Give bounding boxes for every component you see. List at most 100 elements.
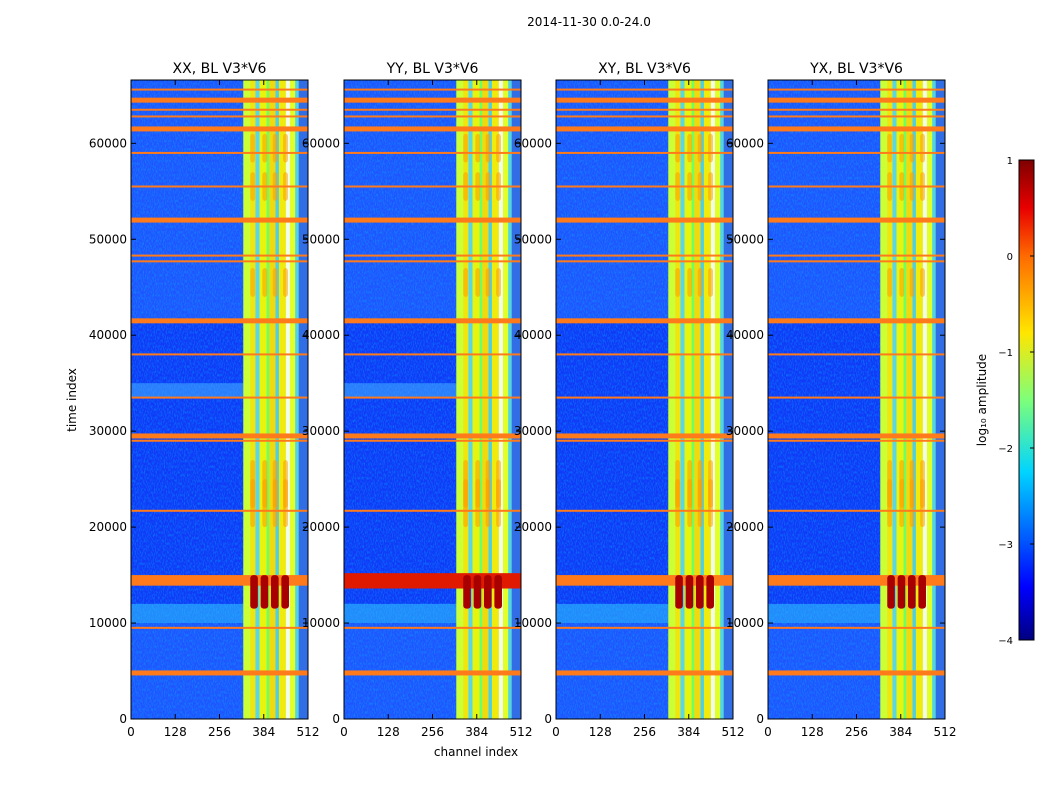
amplitude-blob [283, 133, 288, 163]
rfi-time-band [131, 217, 308, 223]
rfi-time-band [768, 97, 945, 103]
amplitude-blob [283, 479, 288, 508]
rfi-time-band [768, 353, 945, 356]
channel-stripe [250, 80, 256, 719]
panels-group: XX, BL V3*V6 0 128 256 384 512 0 10000 20000 3000… [89, 61, 957, 739]
rfi-time-band [131, 260, 308, 263]
y-tick-label: 30000 [89, 424, 127, 438]
panel-title: XY, BL V3*V6 [598, 61, 691, 77]
channel-stripe [463, 80, 469, 719]
amplitude-blob [697, 133, 703, 163]
channel-stripe [703, 80, 711, 719]
rfi-time-band [768, 151, 945, 154]
rfi-time-band [344, 626, 521, 629]
channel-stripe [511, 80, 521, 719]
figure-suptitle: 2014-11-30 0.0-24.0 [527, 15, 651, 29]
amplitude-blob [687, 268, 693, 297]
rfi-time-band [768, 108, 945, 111]
saturated-block [918, 575, 926, 609]
amplitude-blob [920, 133, 925, 163]
rfi-time-band [131, 126, 308, 132]
channel-stripe [903, 80, 907, 719]
rfi-time-band [344, 396, 521, 399]
rfi-time-band [556, 396, 733, 399]
amplitude-blob [496, 268, 501, 297]
amplitude-blob [272, 133, 278, 163]
y-tick-label: 30000 [514, 424, 552, 438]
amplitude-blob [697, 479, 703, 508]
channel-stripe [906, 80, 913, 719]
x-tick-label: 384 [889, 725, 912, 739]
rfi-time-band [344, 509, 521, 512]
amplitude-blob [485, 268, 491, 297]
colorbar-tick-label: −2 [998, 444, 1013, 455]
panel-title: YY, BL V3*V6 [386, 61, 479, 77]
rfi-time-band [556, 509, 733, 512]
colorbar-tick-label: −4 [998, 636, 1013, 647]
saturated-block [473, 575, 482, 609]
amplitude-blob [675, 479, 681, 508]
colorbar-tick-label: 1 [1007, 156, 1013, 167]
rfi-time-band [131, 185, 308, 188]
y-tick-label: 20000 [89, 520, 127, 534]
rfi-time-band [344, 260, 521, 263]
rfi-time-band [344, 439, 521, 442]
saturated-block [696, 575, 704, 609]
rfi-time-band [556, 670, 733, 676]
y-tick-label: 40000 [514, 328, 552, 342]
channel-stripe [710, 80, 716, 719]
rfi-time-band [556, 353, 733, 356]
y-tick-label: 50000 [89, 232, 127, 246]
rfi-time-band [131, 353, 308, 356]
channel-stripe [922, 80, 928, 719]
rfi-time-band [131, 88, 308, 91]
rfi-time-band [344, 88, 521, 91]
rfi-time-band [131, 254, 308, 257]
saturated-block [250, 575, 258, 609]
amplitude-blob [250, 268, 256, 297]
saturated-block [675, 575, 683, 609]
saturated-block [494, 575, 502, 609]
rfi-time-band [344, 151, 521, 154]
amplitude-blob [475, 479, 481, 508]
rfi-time-band [556, 97, 733, 103]
amplitude-blob [708, 268, 713, 297]
rfi-time-band [768, 439, 945, 442]
x-tick-label: 384 [677, 725, 700, 739]
y-tick-label: 0 [544, 712, 552, 726]
channel-stripe [295, 80, 299, 719]
x-tick-label: 128 [164, 725, 187, 739]
colorbar-tick-label: −3 [998, 540, 1013, 551]
amplitude-blob [463, 479, 469, 508]
x-tick-label: 128 [801, 725, 824, 739]
x-tick-label: 256 [208, 725, 231, 739]
panel-yy: YY, BL V3*V6 0 128 256 384 512 0 10000 20000 3000… [302, 61, 533, 739]
channel-stripe [275, 80, 279, 719]
heatmap-light-band [344, 383, 457, 398]
panel-title: XX, BL V3*V6 [173, 61, 267, 77]
channel-stripe [927, 80, 933, 719]
amplitude-blob [485, 133, 491, 163]
y-tick-label: 10000 [726, 616, 764, 630]
rfi-time-band [556, 433, 733, 439]
amplitude-blob [909, 133, 915, 163]
x-tick-label: 0 [127, 725, 135, 739]
rfi-time-band [556, 185, 733, 188]
rfi-time-band [768, 626, 945, 629]
rfi-time-band [344, 353, 521, 356]
rfi-time-band [131, 115, 308, 118]
saturated-block [463, 575, 471, 609]
amplitude-blob [887, 133, 893, 163]
amplitude-blob [909, 479, 915, 508]
amplitude-blob [920, 479, 925, 508]
amplitude-blob [887, 268, 893, 297]
x-tick-label: 512 [934, 725, 957, 739]
amplitude-blob [697, 268, 703, 297]
rfi-time-band [131, 626, 308, 629]
rfi-time-band [131, 439, 308, 442]
rfi-time-band [556, 115, 733, 118]
y-tick-label: 30000 [302, 424, 340, 438]
channel-stripe [269, 80, 276, 719]
